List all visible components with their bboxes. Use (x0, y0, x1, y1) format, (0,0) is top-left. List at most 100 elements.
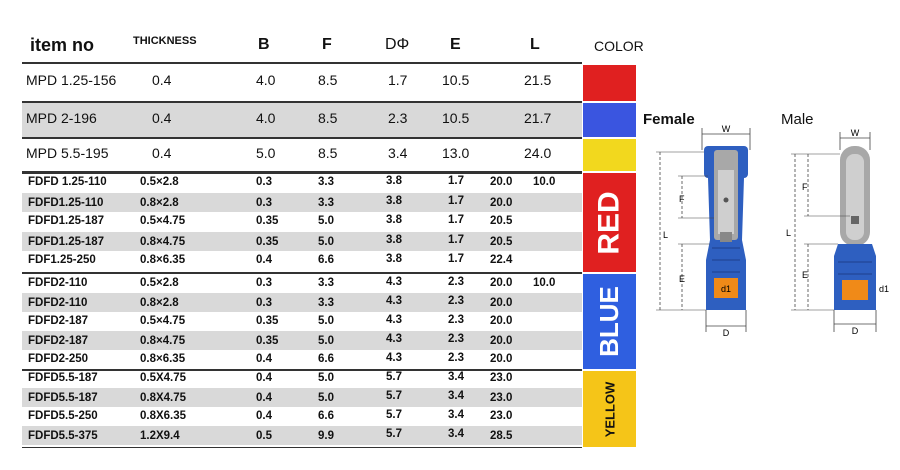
fdfd-l: 23.0 (490, 392, 513, 404)
male-w-label: W (851, 128, 860, 138)
fdfd-l: 23.0 (490, 410, 513, 422)
header-item-no: item no (30, 35, 95, 55)
fdfd-e: 1.7 (448, 253, 464, 266)
female-sleeve (714, 278, 738, 298)
fdfd-b: 0.5 (256, 430, 272, 442)
fdfd-f: 5.0 (318, 392, 334, 404)
divider-bottom (22, 447, 582, 448)
fdfd-l: 23.0 (490, 372, 513, 384)
fdfd-d: 5.7 (386, 428, 402, 440)
fdfd-size: 0.8×6.35 (140, 353, 186, 365)
fdfd-item: FDFD2-110 (28, 297, 88, 309)
male-diagram: W d1 D L F E (786, 128, 889, 336)
fdfd-e: 3.4 (448, 371, 464, 383)
band-yellow: YELLOW (583, 371, 636, 447)
fdfd-item: FDFD2-110 (28, 277, 88, 289)
male-metal-highlight (846, 154, 864, 240)
mpd-color-swatch-yellow (583, 139, 636, 171)
mpd-item: MPD 2-196 (26, 110, 97, 126)
fdfd-f: 6.6 (318, 410, 334, 422)
fdfd-d: 4.3 (386, 295, 402, 307)
mpd-f: 8.5 (318, 72, 338, 88)
fdfd-b: 0.4 (256, 353, 272, 365)
mpd-thickness: 0.4 (152, 110, 172, 126)
fdfd-b: 0.4 (256, 254, 272, 267)
fdfd-l: 20.0 (490, 277, 513, 289)
female-d1-label: d1 (721, 284, 731, 294)
fdfd-size: 0.5×2.8 (140, 277, 179, 289)
fdfd-item: FDFD2-187 (28, 335, 89, 347)
fdfd-d: 4.3 (386, 276, 402, 288)
fdfd-f: 5.0 (318, 315, 334, 327)
fdfd-l: 20.0 (490, 353, 513, 365)
male-l-label: L (786, 228, 791, 238)
male-insulation-body (834, 244, 876, 310)
mpd-d: 1.7 (388, 72, 408, 88)
female-w-label: W (722, 124, 731, 134)
fdfd-e: 2.3 (448, 352, 464, 364)
terminal-diagrams: W d1 D L F E (656, 124, 889, 338)
fdfd-item: FDFD1.25-110 (28, 196, 104, 209)
mpd-e: 10.5 (442, 110, 470, 126)
fdfd-row-shade (22, 192, 582, 213)
fdfd-e: 2.3 (448, 314, 464, 326)
fdfd-f: 5.0 (318, 235, 334, 248)
fdfd-f: 3.3 (318, 297, 334, 309)
fdfd-l: 22.4 (490, 254, 513, 267)
mpd-d: 3.4 (388, 145, 408, 161)
mpd-item: MPD 5.5-195 (26, 145, 109, 161)
mpd-f: 8.5 (318, 110, 338, 126)
fdfd-item: FDFD5.5-187 (28, 392, 98, 404)
divider-mpd-2 (22, 137, 582, 139)
fdfd-size: 0.8X4.75 (140, 392, 187, 404)
fdfd-item: FDFD5.5-375 (28, 430, 98, 442)
fdfd-b: 0.3 (256, 176, 272, 188)
fdfd-b: 0.4 (256, 410, 272, 422)
fdfd-item: FDFD5.5-250 (28, 410, 98, 422)
fdfd-f: 6.6 (318, 254, 334, 267)
fdfd-f: 3.3 (318, 176, 334, 188)
male-d-label: D (852, 326, 859, 336)
fdfd-d: 3.8 (386, 214, 402, 227)
fdfd-d: 3.8 (386, 233, 402, 246)
header-e: E (450, 36, 461, 53)
fdfd-l: 20.0 (490, 315, 513, 327)
fdfd-l: 28.5 (490, 430, 513, 442)
fdfd-size: 0.8×6.35 (140, 254, 186, 267)
mpd-b: 4.0 (256, 110, 276, 126)
fdfd-item: FDFD 1.25-110 (28, 176, 107, 188)
fdfd-item: FDFD5.5-187 (28, 372, 98, 384)
mpd-color-swatch-red (583, 65, 636, 101)
band-red: RED (583, 173, 636, 272)
fdfd-row-shade (22, 293, 582, 312)
fdfd-f: 5.0 (318, 215, 334, 228)
header-color: COLOR (594, 38, 644, 54)
fdfd-f: 3.3 (318, 196, 334, 209)
fdfd-d: 5.7 (386, 371, 402, 383)
fdfd-l: 20.0 (490, 196, 513, 209)
male-d1-label: d1 (879, 284, 889, 294)
fdfd-b: 0.4 (256, 392, 272, 404)
male-f-label: F (802, 182, 808, 192)
fdfd-l: 20.0 (490, 335, 513, 347)
header-f: F (322, 36, 332, 53)
fdfd-b: 0.3 (256, 277, 272, 289)
fdfd-b: 0.3 (256, 196, 272, 209)
header-l: L (530, 36, 540, 53)
fdfd-size: 0.5X4.75 (140, 372, 187, 384)
mpd-l: 21.5 (524, 72, 552, 88)
female-e-label: E (679, 274, 685, 284)
fdfd-item: FDFD2-250 (28, 353, 89, 365)
divider-top (22, 62, 582, 64)
header-thickness: THICKNESS (133, 35, 197, 47)
fdfd-f: 3.3 (318, 277, 334, 289)
fdfd-e: 1.7 (448, 233, 464, 246)
fdfd-item: FDFD2-187 (28, 315, 89, 327)
fdfd-l: 20.0 (490, 176, 513, 188)
header-d: DΦ (385, 36, 410, 53)
mpd-thickness: 0.4 (152, 145, 172, 161)
female-crimp (720, 232, 732, 242)
fdfd-f: 5.0 (318, 335, 334, 347)
fdfd-b: 0.35 (256, 215, 279, 228)
fdfd-f: 6.6 (318, 353, 334, 365)
